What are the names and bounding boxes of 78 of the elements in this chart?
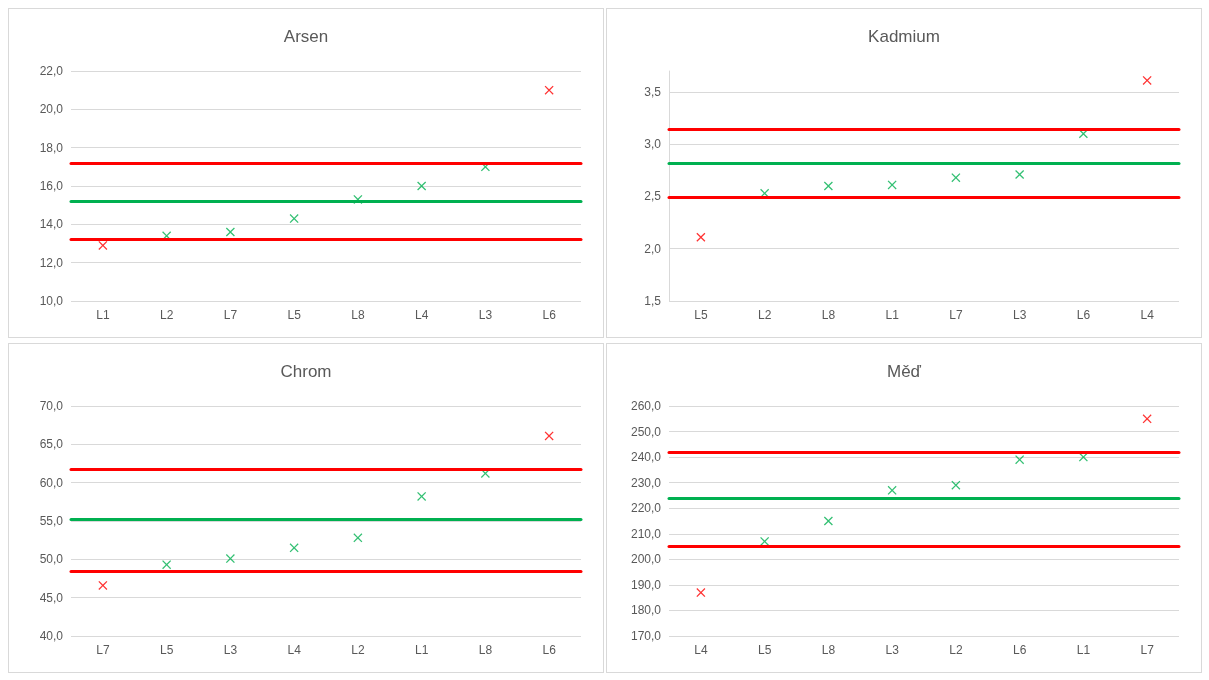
y-tick-label: 70,0 xyxy=(39,399,64,413)
point xyxy=(225,227,235,237)
y-tick-label: 200,0 xyxy=(630,552,662,567)
x-tick-label: L6 xyxy=(542,643,557,657)
y-tick-label: 12,0 xyxy=(39,255,64,270)
x-tick-label: L3 xyxy=(223,643,238,657)
x-tick-label: L5 xyxy=(694,308,708,322)
x-tick-label: L1 xyxy=(1076,643,1091,657)
y-tick-label: 20,0 xyxy=(39,102,64,117)
y-tick-label: 260,0 xyxy=(630,399,662,413)
y-tick-label: 55,0 xyxy=(39,514,64,528)
y-tick-label: 210,0 xyxy=(630,526,662,541)
y-tick-label: 190,0 xyxy=(630,577,662,592)
x-tick-label: L2 xyxy=(757,308,772,322)
x-tick-label: L1 xyxy=(96,308,110,322)
y-tick-label: 50,0 xyxy=(39,552,64,567)
point xyxy=(823,516,833,526)
x-tick-label: L6 xyxy=(1076,308,1091,322)
x-tick-label: L6 xyxy=(1012,643,1027,657)
point xyxy=(696,588,706,598)
x-tick-label: L2 xyxy=(351,643,365,657)
x-tick-label: L1 xyxy=(885,308,900,322)
y-tick-label: 40,0 xyxy=(39,629,64,643)
y-tick-label: 65,0 xyxy=(39,437,64,452)
y-tick-label: 45,0 xyxy=(39,590,64,605)
x-tick-label: L8 xyxy=(821,308,836,322)
point xyxy=(823,181,833,191)
point xyxy=(417,181,427,191)
point xyxy=(1142,414,1152,424)
chart-title: Měď xyxy=(886,362,922,381)
y-tick-label: 220,0 xyxy=(630,501,662,516)
x-tick-label: L5 xyxy=(159,643,174,657)
y-tick-label: 180,0 xyxy=(630,603,662,618)
x-tick-label: L6 xyxy=(542,308,557,322)
x-tick-label: L3 xyxy=(885,643,900,657)
point xyxy=(98,580,108,590)
y-tick-label: 16,0 xyxy=(39,179,64,193)
chart-title: Kadmium xyxy=(868,27,940,46)
x-tick-label: L5 xyxy=(757,643,772,657)
y-tick-label: 250,0 xyxy=(630,424,662,439)
x-tick-label: L4 xyxy=(1140,308,1155,322)
y-tick-label: 230,0 xyxy=(630,475,662,490)
x-tick-label: L3 xyxy=(1012,308,1027,322)
x-tick-label: L3 xyxy=(478,308,493,322)
y-tick-label: 60,0 xyxy=(39,475,64,490)
y-tick-label: 1,5 xyxy=(644,294,662,308)
x-tick-label: L2 xyxy=(159,308,174,322)
y-tick-label: 170,0 xyxy=(630,629,662,643)
chart-title: Arsen xyxy=(283,27,329,46)
point xyxy=(289,214,299,224)
x-tick-label: L4 xyxy=(414,308,429,322)
y-tick-label: 2,0 xyxy=(644,241,662,256)
chart-title: Chrom xyxy=(280,362,332,381)
x-tick-label: L5 xyxy=(287,308,302,322)
y-tick-label: 18,0 xyxy=(39,140,64,155)
point xyxy=(887,485,897,495)
y-tick-label: 2,5 xyxy=(644,189,662,204)
y-tick-label: 3,0 xyxy=(644,137,662,152)
x-tick-label: L1 xyxy=(414,643,429,657)
y-tick-label: 22,0 xyxy=(39,64,64,78)
y-tick-label: 240,0 xyxy=(630,450,662,465)
y-tick-label: 10,0 xyxy=(39,294,64,308)
point xyxy=(1142,75,1152,85)
x-tick-label: L7 xyxy=(949,308,963,322)
y-tick-label: 3,5 xyxy=(644,84,662,99)
x-tick-label: L7 xyxy=(1140,643,1155,657)
x-tick-label: L4 xyxy=(694,643,708,657)
x-tick-label: L7 xyxy=(96,643,110,657)
point xyxy=(1015,170,1025,179)
x-tick-label: L8 xyxy=(478,643,493,657)
y-tick-label: 14,0 xyxy=(39,217,64,232)
point xyxy=(98,240,108,250)
x-tick-label: L8 xyxy=(351,308,365,322)
point xyxy=(951,173,961,183)
x-tick-label: L7 xyxy=(223,308,238,322)
x-tick-label: L4 xyxy=(287,643,302,657)
x-tick-label: L2 xyxy=(949,643,963,657)
x-tick-label: L8 xyxy=(821,643,836,657)
